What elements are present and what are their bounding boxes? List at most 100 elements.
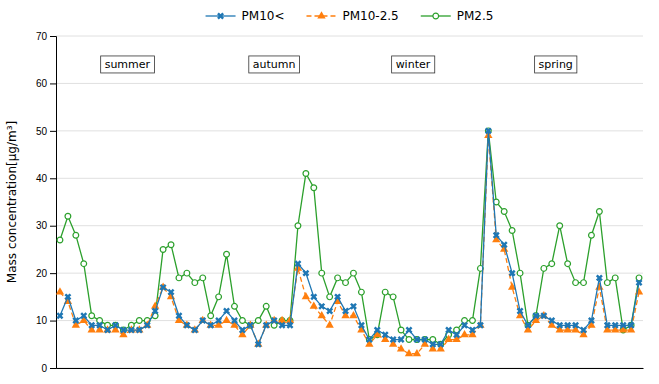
point bbox=[547, 315, 557, 325]
point bbox=[102, 325, 112, 335]
point bbox=[356, 320, 366, 330]
point bbox=[501, 209, 507, 215]
y-axis-line bbox=[50, 37, 57, 369]
point bbox=[372, 325, 382, 335]
legend-item: PM10< bbox=[206, 9, 285, 23]
point bbox=[221, 306, 231, 316]
point bbox=[317, 301, 327, 311]
y-tick-label: 20 bbox=[36, 268, 48, 279]
point bbox=[205, 320, 215, 330]
y-tick-mark bbox=[50, 131, 56, 132]
grid bbox=[56, 36, 643, 368]
point bbox=[396, 334, 406, 344]
y-tick: 60 bbox=[36, 78, 56, 89]
y-tick: 70 bbox=[36, 31, 56, 42]
point bbox=[594, 273, 604, 283]
point bbox=[612, 275, 618, 281]
point bbox=[340, 306, 350, 316]
point bbox=[549, 261, 555, 267]
point bbox=[319, 270, 325, 276]
point bbox=[285, 320, 295, 330]
point bbox=[483, 126, 493, 136]
point bbox=[390, 294, 396, 300]
point bbox=[499, 239, 509, 249]
point bbox=[626, 320, 636, 330]
point bbox=[470, 318, 476, 324]
point bbox=[190, 325, 200, 335]
point bbox=[310, 302, 318, 309]
y-axis: 010203040506070 bbox=[36, 31, 57, 374]
point bbox=[420, 334, 430, 344]
point bbox=[443, 325, 453, 335]
point bbox=[168, 242, 174, 248]
point bbox=[277, 320, 287, 330]
point bbox=[232, 303, 238, 309]
point bbox=[318, 311, 326, 318]
point bbox=[136, 318, 142, 324]
point bbox=[208, 313, 214, 319]
y-tick-mark bbox=[50, 83, 56, 84]
point bbox=[110, 320, 120, 330]
point bbox=[589, 232, 595, 238]
point bbox=[79, 311, 89, 321]
point bbox=[150, 306, 160, 316]
point bbox=[596, 209, 602, 215]
legend-label: PM2.5 bbox=[457, 9, 494, 23]
legend: PM10< PM10-2.5 PM2.5 bbox=[206, 9, 494, 23]
point bbox=[523, 320, 533, 330]
point bbox=[634, 277, 643, 287]
point bbox=[351, 270, 357, 276]
annotation-box bbox=[392, 56, 435, 73]
point bbox=[87, 320, 97, 330]
series-line bbox=[60, 131, 639, 344]
y-tick-label: 60 bbox=[36, 78, 48, 89]
point bbox=[65, 213, 71, 219]
point bbox=[192, 280, 198, 286]
legend-label: PM10< bbox=[242, 9, 285, 23]
point bbox=[56, 311, 65, 321]
y-tick: 30 bbox=[36, 220, 56, 231]
series bbox=[56, 131, 643, 356]
point bbox=[89, 313, 95, 319]
point bbox=[459, 320, 469, 330]
point bbox=[565, 261, 571, 267]
point bbox=[278, 316, 286, 323]
point bbox=[531, 311, 541, 321]
legend-label: PM10-2.5 bbox=[342, 9, 398, 23]
point bbox=[380, 330, 390, 340]
y-tick-label: 30 bbox=[36, 220, 48, 231]
grid-line bbox=[56, 273, 643, 274]
annotations: summerautumnwinterspring bbox=[101, 56, 577, 73]
point bbox=[245, 320, 255, 330]
legend-item: PM2.5 bbox=[421, 9, 494, 23]
point bbox=[555, 320, 565, 330]
point bbox=[324, 306, 334, 316]
point bbox=[557, 223, 563, 229]
series-line bbox=[60, 131, 639, 344]
point bbox=[160, 247, 166, 253]
point bbox=[303, 171, 309, 177]
point bbox=[56, 287, 64, 294]
point bbox=[293, 258, 303, 268]
point bbox=[222, 316, 230, 323]
point bbox=[302, 292, 310, 299]
annotation-box bbox=[249, 56, 300, 73]
point bbox=[610, 320, 620, 330]
point bbox=[216, 294, 222, 300]
point bbox=[118, 325, 128, 335]
x-axis bbox=[57, 368, 644, 369]
point bbox=[158, 282, 168, 292]
point bbox=[295, 223, 301, 229]
point bbox=[467, 325, 477, 335]
point bbox=[428, 339, 438, 349]
point bbox=[509, 228, 515, 234]
point bbox=[94, 320, 104, 330]
point bbox=[406, 337, 412, 343]
grid-line bbox=[56, 130, 643, 131]
point bbox=[184, 270, 190, 276]
point bbox=[166, 287, 176, 297]
point bbox=[562, 320, 572, 330]
point bbox=[491, 230, 501, 240]
y-tick-mark bbox=[50, 36, 56, 37]
point bbox=[359, 289, 365, 295]
